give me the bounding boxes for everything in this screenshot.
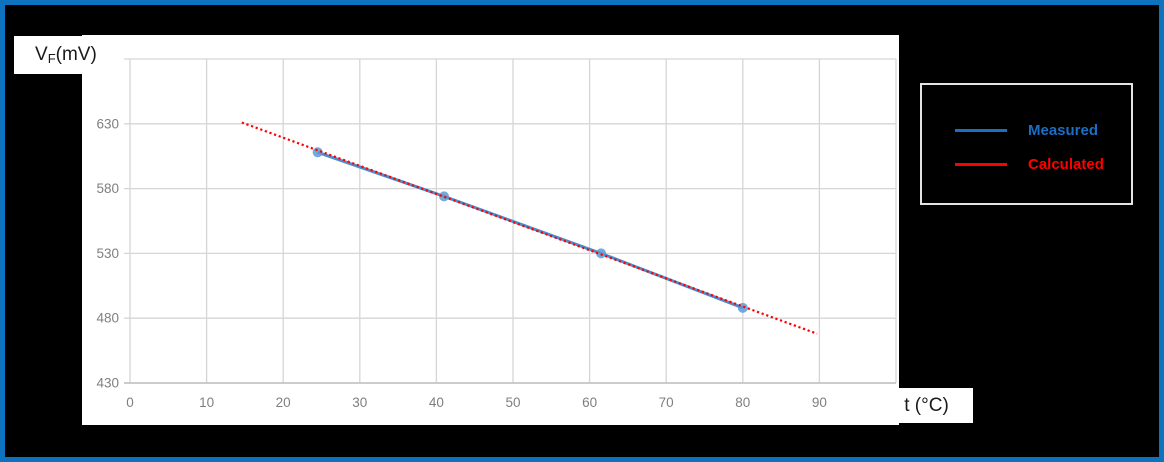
svg-text:60: 60 — [582, 395, 597, 410]
chart-panel — [82, 35, 899, 425]
svg-text:580: 580 — [96, 181, 119, 196]
svg-text:80: 80 — [735, 395, 750, 410]
svg-text:50: 50 — [505, 395, 520, 410]
legend: Measured Calculated — [920, 83, 1133, 205]
svg-text:90: 90 — [812, 395, 827, 410]
legend-item-measured: Measured — [955, 120, 1098, 140]
svg-text:40: 40 — [429, 395, 444, 410]
x-axis-title-text: t (°C) — [904, 394, 949, 416]
x-axis-title: t (°C) — [880, 388, 973, 423]
svg-text:630: 630 — [96, 116, 119, 131]
measured-line-swatch — [955, 128, 1007, 132]
y-axis-title-unit: (mV) — [55, 44, 97, 65]
legend-label-calculated: Calculated — [1028, 155, 1104, 173]
svg-text:30: 30 — [352, 395, 367, 410]
svg-text:10: 10 — [199, 395, 214, 410]
y-axis-title-symbol: V — [35, 44, 48, 65]
svg-text:530: 530 — [96, 246, 119, 261]
svg-text:480: 480 — [96, 311, 119, 326]
legend-item-calculated: Calculated — [955, 154, 1104, 174]
legend-label-measured: Measured — [1028, 121, 1099, 139]
calculated-line-swatch — [955, 162, 1007, 166]
svg-text:70: 70 — [659, 395, 674, 410]
svg-text:0: 0 — [126, 395, 134, 410]
svg-text:430: 430 — [96, 376, 119, 391]
svg-text:20: 20 — [276, 395, 291, 410]
